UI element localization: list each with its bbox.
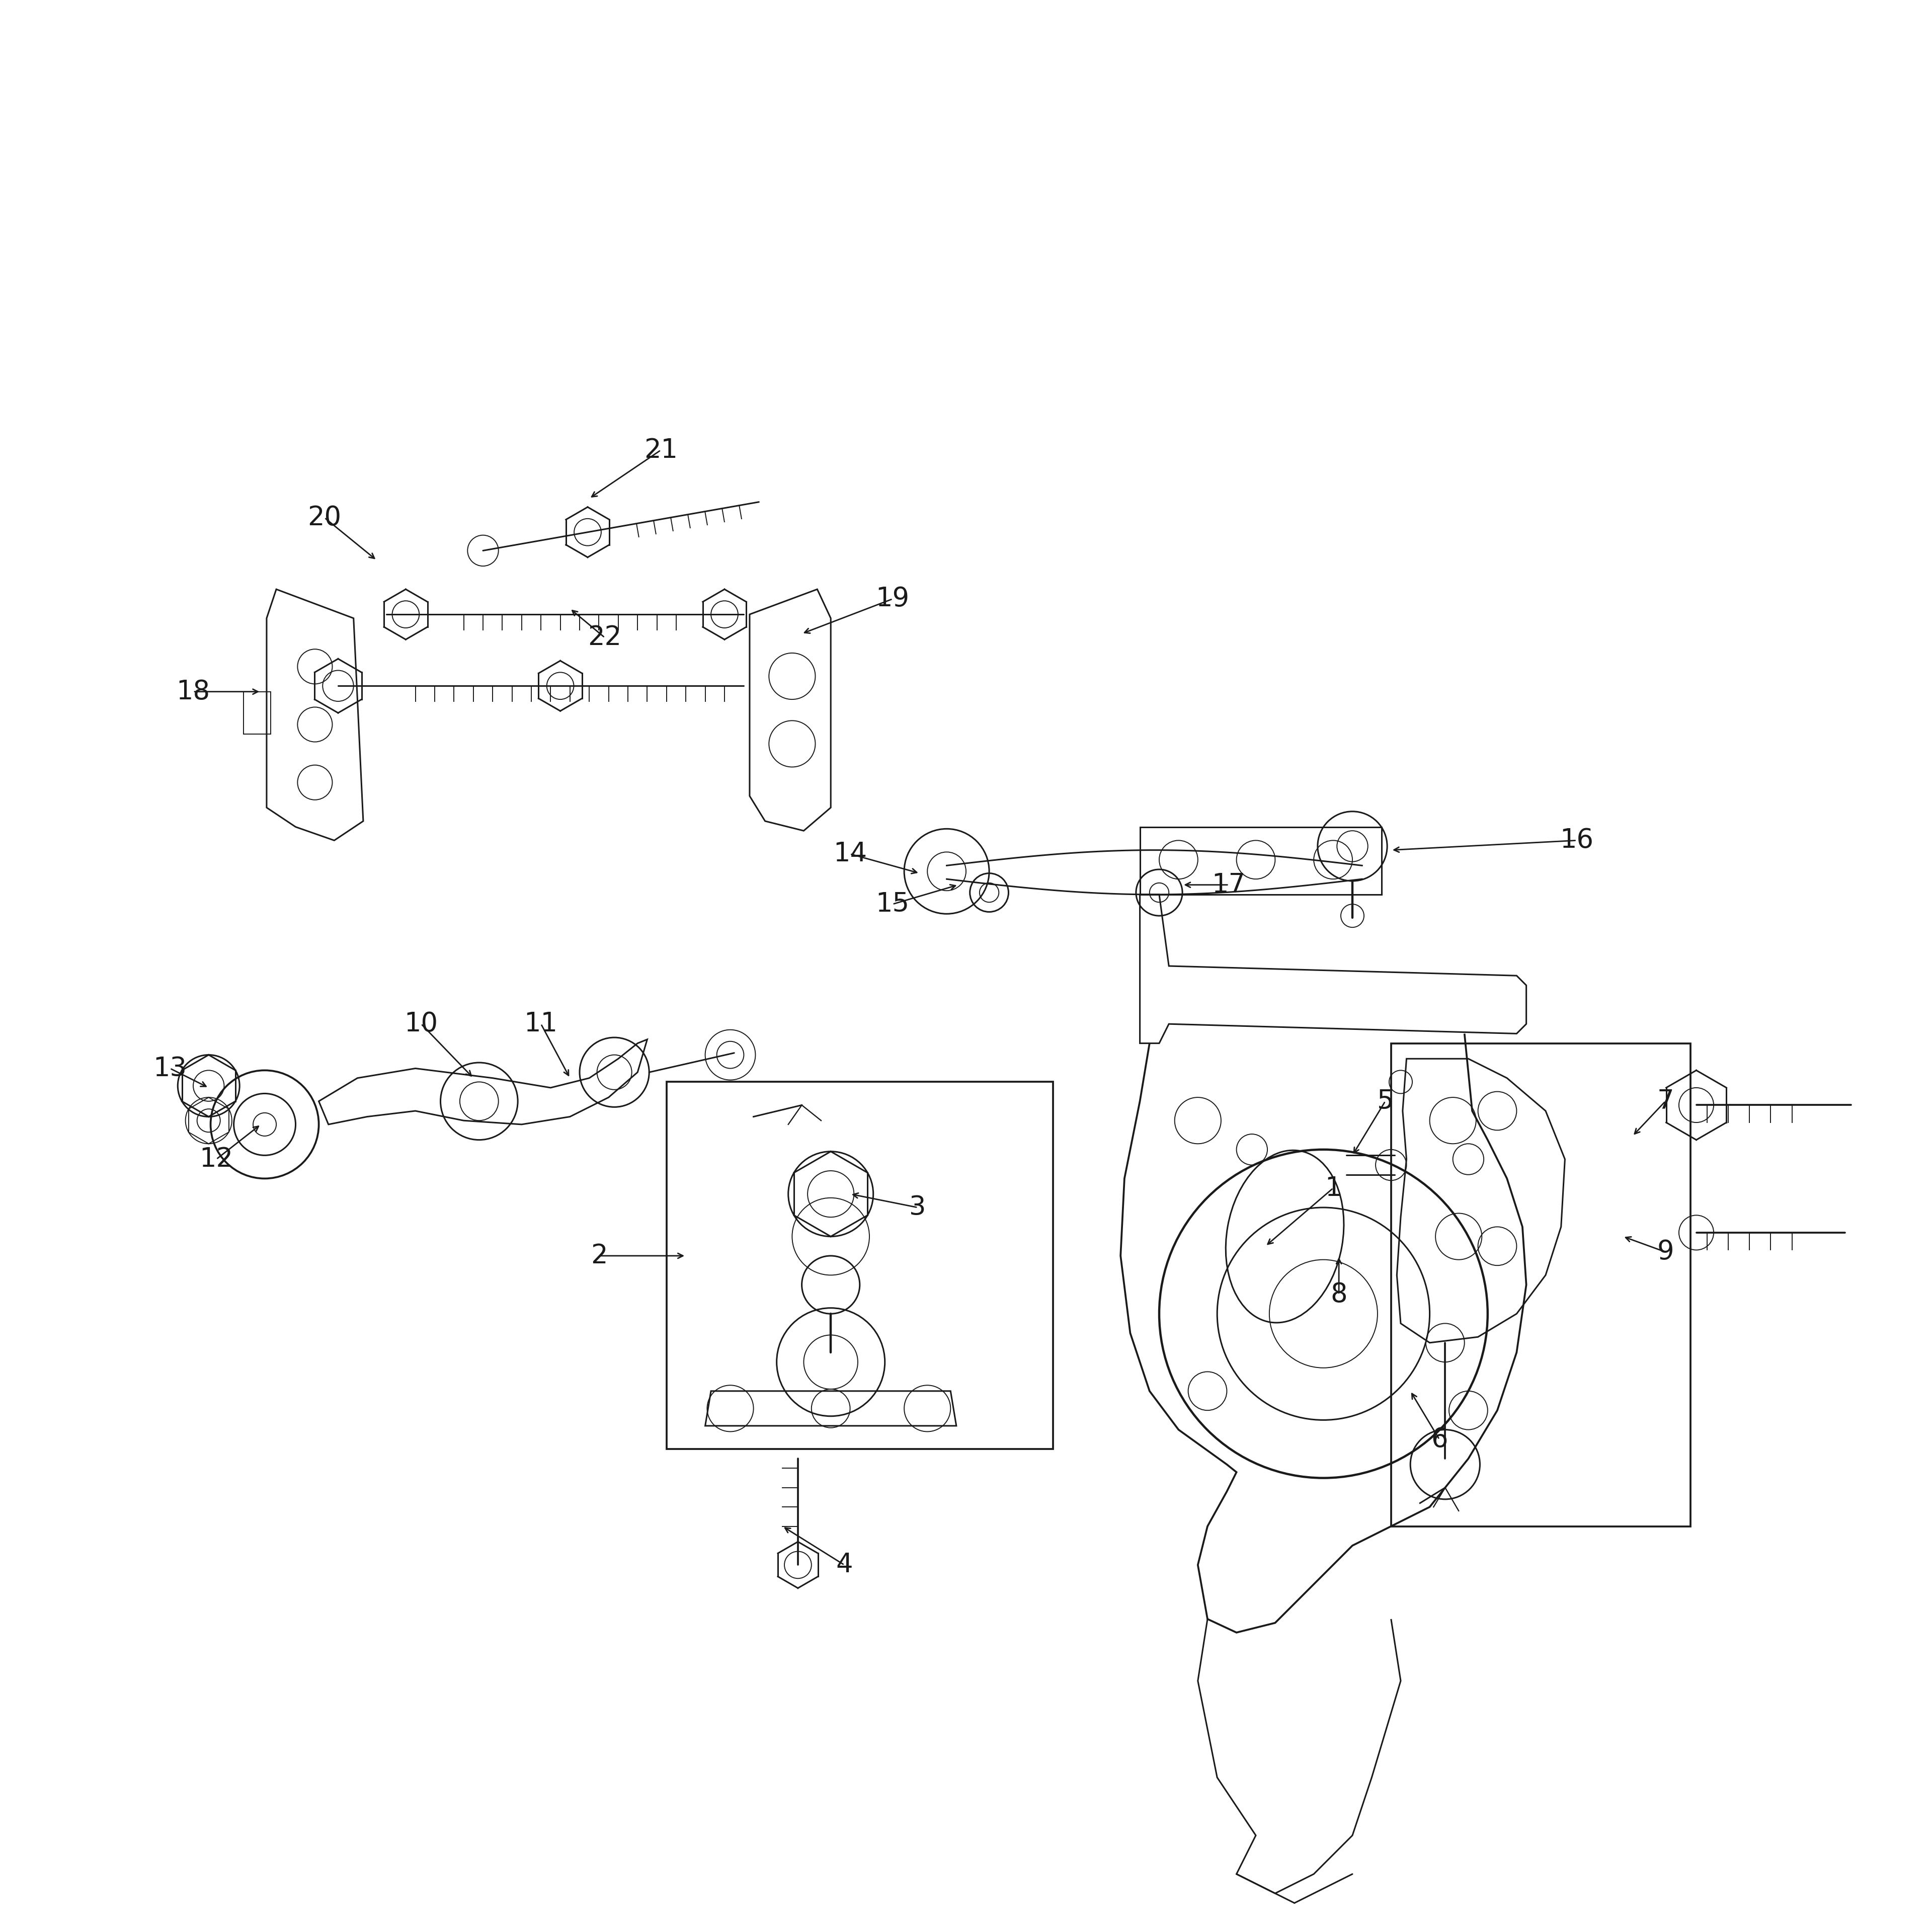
Text: 20: 20	[307, 504, 342, 531]
Text: 14: 14	[833, 840, 867, 867]
Text: 22: 22	[587, 624, 622, 651]
Text: 19: 19	[875, 585, 910, 612]
Text: 18: 18	[176, 678, 211, 705]
Text: 16: 16	[1559, 827, 1594, 854]
Text: 1: 1	[1325, 1175, 1341, 1202]
Text: 11: 11	[524, 1010, 558, 1037]
Text: 12: 12	[199, 1146, 234, 1173]
Text: 15: 15	[875, 891, 910, 918]
Text: 3: 3	[910, 1194, 925, 1221]
Bar	[667, 1082, 1053, 1449]
Text: 10: 10	[404, 1010, 439, 1037]
Text: 13: 13	[153, 1055, 187, 1082]
Text: 9: 9	[1658, 1238, 1673, 1265]
Text: 5: 5	[1378, 1088, 1393, 1115]
Text: 8: 8	[1331, 1281, 1347, 1308]
Text: 21: 21	[643, 437, 678, 464]
Text: 4: 4	[837, 1551, 852, 1578]
Text: 7: 7	[1658, 1088, 1673, 1115]
Text: 6: 6	[1432, 1426, 1447, 1453]
Bar	[1391, 1043, 1691, 1526]
Text: 17: 17	[1211, 871, 1246, 898]
Bar	[243, 692, 270, 734]
Text: 2: 2	[591, 1242, 607, 1269]
Bar	[1140, 827, 1381, 895]
